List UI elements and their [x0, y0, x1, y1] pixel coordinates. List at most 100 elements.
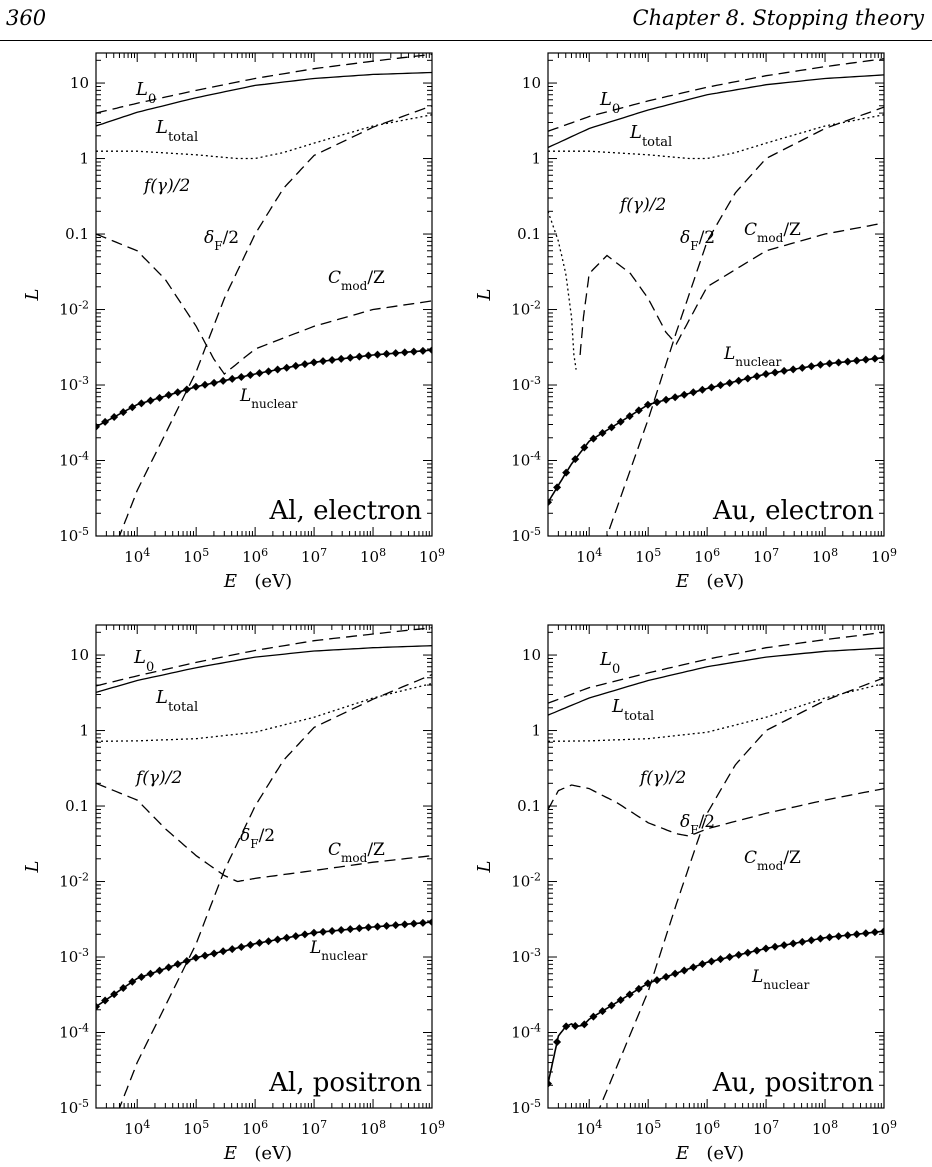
nuclear-point-marker	[101, 417, 110, 426]
series-line	[118, 674, 432, 1108]
nuclear-point-marker	[634, 984, 643, 993]
series-line	[548, 211, 577, 370]
nuclear-point-marker	[228, 945, 237, 954]
nuclear-point-marker	[164, 391, 173, 400]
y-tick-label-base: 10	[59, 301, 78, 319]
y-tick-label: 10-4	[59, 449, 89, 470]
x-tick-label-base: 10	[635, 548, 654, 566]
nuclear-point-marker	[400, 348, 409, 357]
x-tick-label-exponent: 7	[772, 1118, 779, 1131]
x-tick-label: 107	[753, 546, 779, 567]
label-subscript: total	[168, 130, 198, 145]
nuclear-point-marker	[698, 960, 707, 969]
label-subscript: mod	[757, 859, 784, 873]
nuclear-point-marker	[364, 351, 373, 360]
series-line	[606, 106, 884, 536]
x-tick-label: 106	[242, 1118, 268, 1139]
x-tick-label-base: 10	[635, 1120, 654, 1138]
nuclear-point-marker	[319, 927, 328, 936]
y-tick-label-exponent: -3	[530, 946, 541, 959]
label-subscript: total	[642, 135, 672, 150]
nuclear-point-marker	[761, 944, 770, 953]
nuclear-point-marker	[671, 969, 680, 978]
curve-label-f-gamma: f(γ)/2	[134, 768, 182, 788]
curve-label-deltaF: δF/2	[680, 812, 715, 837]
series-line	[548, 74, 884, 149]
y-tick-label-base: 10	[59, 948, 78, 966]
label-main: L	[135, 79, 148, 100]
series-line	[96, 349, 432, 428]
nuclear-point-marker	[834, 932, 843, 941]
y-tick-label-base: 10	[59, 1024, 78, 1042]
y-tick-label: 10	[522, 74, 541, 92]
x-tick-label: 109	[871, 546, 897, 567]
x-tick-label-exponent: 7	[320, 546, 327, 559]
y-tick-label: 0.1	[517, 797, 541, 815]
x-tick-label-exponent: 6	[261, 1118, 268, 1131]
nuclear-point-marker	[400, 920, 409, 929]
nuclear-point-marker	[771, 368, 780, 377]
chart-panel: 104 105 106 107 108 10910-510-410-310-20.1110…	[22, 52, 445, 592]
y-tick-label: 0.1	[65, 797, 89, 815]
x-tick-label: 109	[871, 1118, 897, 1139]
chart-panel: 104 105 106 107 108 10910-510-410-310-20.1110…	[22, 624, 445, 1164]
x-tick-label-base: 10	[242, 548, 261, 566]
nuclear-point-marker	[771, 942, 780, 951]
nuclear-point-marker	[382, 349, 391, 358]
nuclear-point-marker	[355, 352, 364, 361]
series-group	[548, 631, 884, 1108]
nuclear-point-marker	[870, 354, 879, 363]
label-tail: /2	[259, 826, 276, 846]
y-tick-label-base: 10	[511, 1099, 530, 1117]
curve-label-Cmod: Cmod/Z	[328, 840, 385, 865]
nuclear-point-marker	[816, 934, 825, 943]
y-tick-label: 10-3	[59, 946, 89, 967]
y-tick-label: 10	[70, 646, 89, 664]
y-tick-label-base: 10	[511, 527, 530, 545]
label-subscript: F	[250, 837, 258, 851]
label-subscript: nuclear	[763, 978, 809, 992]
panel-label: Al, electron	[268, 496, 422, 526]
curve-label-Ltotal: Ltotal	[629, 122, 672, 150]
y-tick-label-exponent: -3	[78, 374, 89, 387]
y-tick-label: 10	[522, 646, 541, 664]
series-line	[96, 921, 432, 1008]
nuclear-point-marker	[553, 1037, 562, 1046]
y-tick-label: 10-3	[59, 374, 89, 395]
plot-frame	[547, 52, 885, 537]
y-tick-label-exponent: -4	[78, 449, 89, 462]
y-tick-label-exponent: -4	[530, 1021, 541, 1034]
nuclear-point-marker	[752, 946, 761, 955]
nuclear-point-marker	[182, 956, 191, 965]
x-tick-label-base: 10	[124, 548, 143, 566]
label-main: L	[751, 967, 763, 987]
nuclear-point-marker	[137, 972, 146, 981]
series-group	[96, 53, 432, 536]
nuclear-point-marker	[662, 395, 671, 404]
nuclear-point-marker	[752, 372, 761, 381]
nuclear-point-marker	[96, 1002, 100, 1011]
nuclear-point-marker	[789, 365, 798, 374]
y-tick-label: 10-4	[511, 1021, 541, 1042]
x-tick-label-base: 10	[183, 548, 202, 566]
y-tick-label: 0.1	[517, 225, 541, 243]
nuclear-point-marker	[237, 942, 246, 951]
nuclear-point-marker	[761, 370, 770, 379]
nuclear-point-marker	[319, 357, 328, 366]
y-tick-label: 10-4	[59, 1021, 89, 1042]
nuclear-point-marker	[580, 443, 589, 452]
nuclear-point-marker	[807, 936, 816, 945]
series-line	[548, 784, 884, 837]
nuclear-point-marker	[182, 385, 191, 394]
nuclear-point-marker	[164, 963, 173, 972]
x-tick-label: 104	[124, 1118, 150, 1139]
x-tick-label-base: 10	[301, 548, 320, 566]
y-tick-label-exponent: -4	[530, 449, 541, 462]
nuclear-point-marker	[861, 355, 870, 364]
curve-label-f-gamma: f(γ)/2	[618, 195, 666, 215]
label-subscript: F	[690, 239, 698, 253]
label-subscript: nuclear	[321, 949, 367, 963]
nuclear-point-marker	[428, 918, 432, 927]
nuclear-point-marker	[680, 390, 689, 399]
